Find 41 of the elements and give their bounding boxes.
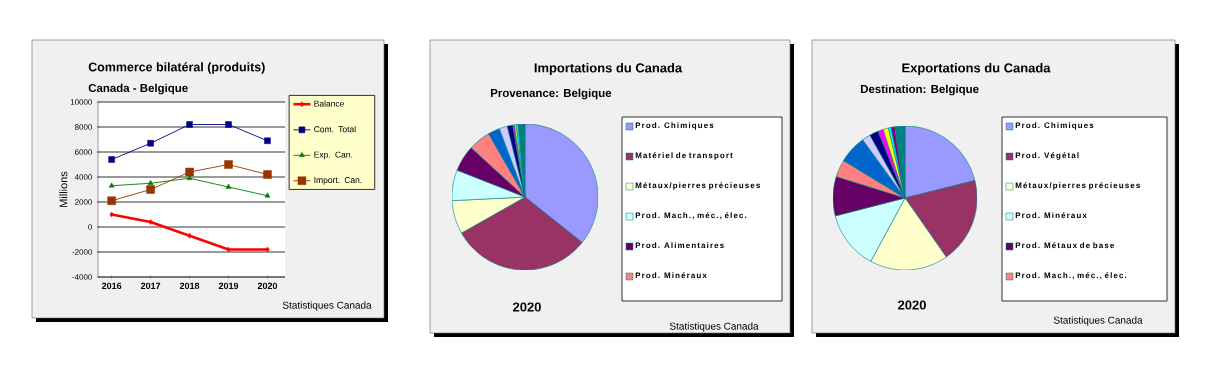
point xyxy=(226,246,231,253)
point xyxy=(109,211,114,218)
chart-subtitle: Canada - Belgique xyxy=(88,83,188,95)
point xyxy=(265,246,270,253)
point xyxy=(225,121,232,128)
point xyxy=(148,219,153,225)
point xyxy=(224,160,233,169)
text: Exportations du Canada xyxy=(902,62,1051,76)
point xyxy=(147,140,154,147)
point xyxy=(225,183,232,189)
point xyxy=(186,175,193,180)
chart-title: Commerce bilatéral (produits) xyxy=(88,62,265,74)
text: 2020 xyxy=(513,302,541,312)
text: Statistiques Canada xyxy=(669,322,759,332)
point xyxy=(263,170,272,179)
y-axis-title: Millions xyxy=(59,171,68,207)
point xyxy=(146,185,155,194)
x-tick-label: 2020 xyxy=(257,282,278,290)
text: Statistiques Canada xyxy=(1053,316,1143,326)
point xyxy=(264,192,271,198)
x-tick-label: 2017 xyxy=(140,282,161,290)
text: Provenance: Belgique xyxy=(490,88,612,100)
point xyxy=(185,167,194,177)
point xyxy=(147,180,154,185)
point xyxy=(108,156,115,163)
point xyxy=(107,196,116,205)
text: Destination: Belgique xyxy=(860,84,979,96)
x-tick-label: 2019 xyxy=(218,282,239,290)
legend-label: Balance xyxy=(314,100,344,107)
text: 2020 xyxy=(898,300,926,310)
legend-label: Exp. Can. xyxy=(314,151,353,160)
point xyxy=(108,182,115,188)
legend-label: Com. Total xyxy=(314,126,356,133)
legend-label: Import. Can. xyxy=(314,177,362,185)
point xyxy=(186,121,193,128)
text: Statistiques Canada xyxy=(282,301,372,311)
x-tick-label: 2016 xyxy=(101,282,122,290)
text: Importations du Canada xyxy=(534,62,683,76)
point xyxy=(187,232,192,239)
point xyxy=(264,137,271,144)
x-tick-label: 2018 xyxy=(179,282,200,290)
